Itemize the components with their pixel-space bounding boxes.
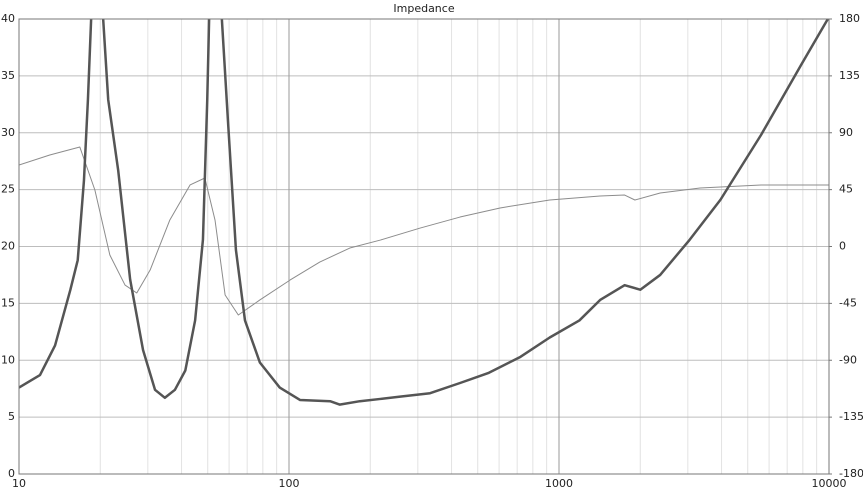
y-tick-label: 0 [8,467,15,480]
series-line [19,146,829,316]
chart-title: Impedance [393,2,454,15]
x-tick-label: 1000 [545,477,573,490]
y2-tick-label: 90 [839,126,853,139]
y2-tick-label: -180 [839,467,863,480]
y2-tick-label: 135 [839,69,860,82]
y-tick-label: 15 [1,296,15,309]
x-tick-label: 10000 [812,477,847,490]
y2-tick-label: 45 [839,183,853,196]
x-tick-label: 100 [279,477,300,490]
y-tick-label: 25 [1,183,15,196]
y-tick-label: 20 [1,240,15,253]
y-tick-label: 35 [1,69,15,82]
y-tick-label: 40 [1,12,15,25]
y2-tick-label: -90 [839,353,857,366]
y-tick-label: 10 [1,353,15,366]
y2-tick-label: 0 [839,240,846,253]
y2-tick-label: -45 [839,296,857,309]
y2-tick-label: -135 [839,410,863,423]
x-tick-label: 10 [12,477,26,490]
plot-lines [19,19,829,406]
y2-tick-label: 180 [839,12,860,25]
y-tick-label: 5 [8,410,15,423]
series-line [19,19,829,406]
y-tick-label: 30 [1,126,15,139]
